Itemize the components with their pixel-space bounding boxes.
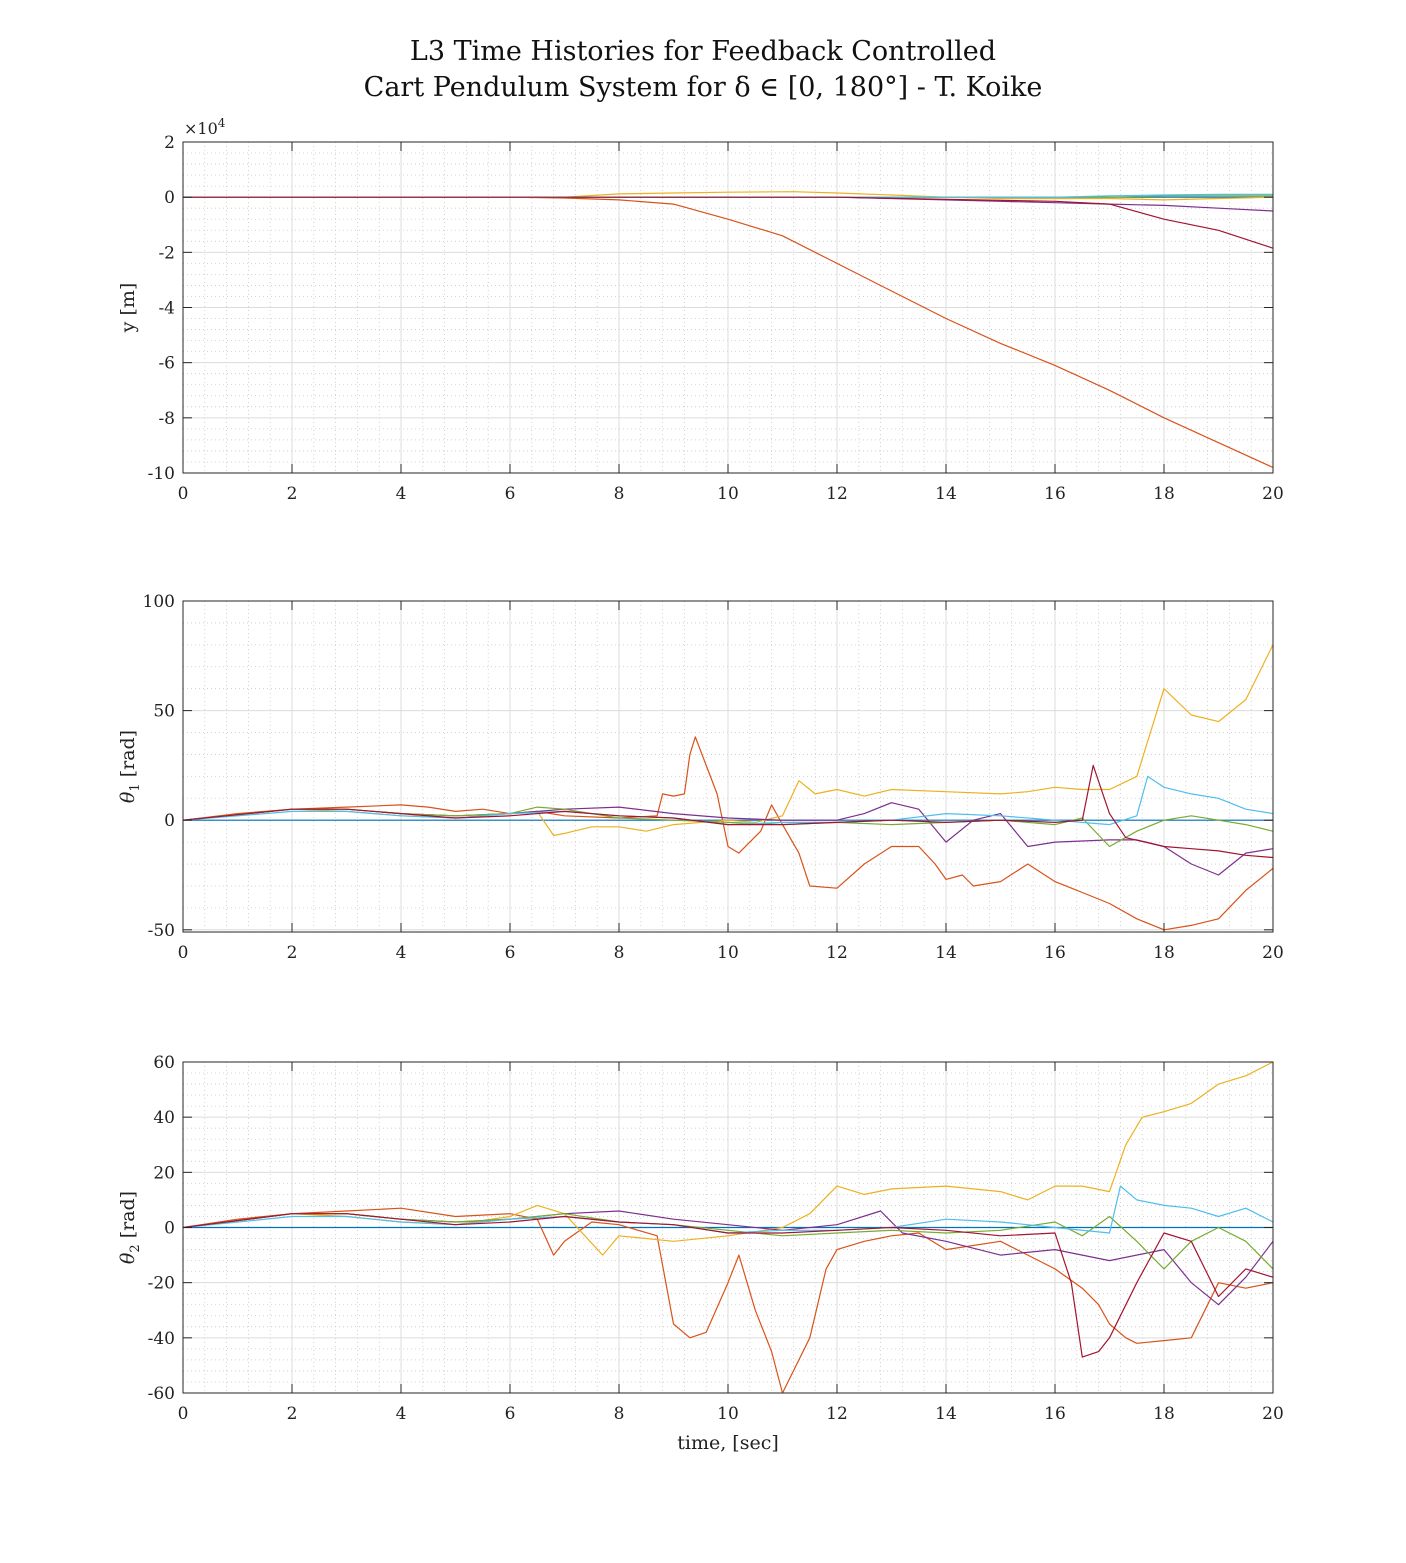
y-tick-label: 0 xyxy=(164,1219,175,1239)
x-axis-label: time, [sec] xyxy=(677,1432,779,1454)
x-tick-label: 6 xyxy=(505,1404,516,1424)
x-tick-label: 20 xyxy=(1262,484,1284,504)
series-group xyxy=(183,191,1273,469)
y-tick-label: -6 xyxy=(158,354,175,374)
y-axis-label: θ1 [rad] xyxy=(117,730,143,803)
x-tick-label: 20 xyxy=(1262,943,1284,963)
x-tick-label: 6 xyxy=(505,943,516,963)
x-tick-label: 18 xyxy=(1153,1404,1175,1424)
y-tick-label: 20 xyxy=(153,1163,175,1183)
x-tick-label: 8 xyxy=(614,484,625,504)
x-tick-label: 20 xyxy=(1262,1404,1284,1424)
x-tick-label: 10 xyxy=(717,1404,739,1424)
x-tick-label: 14 xyxy=(935,943,957,963)
y-tick-label: -2 xyxy=(158,243,175,263)
x-tick-label: 4 xyxy=(396,484,407,504)
y-tick-label: 60 xyxy=(153,1053,175,1073)
x-tick-label: 2 xyxy=(287,943,298,963)
y-tick-label: 50 xyxy=(153,702,175,722)
x-tick-label: 2 xyxy=(287,484,298,504)
y-tick-label: -4 xyxy=(158,299,175,319)
x-tick-label: 8 xyxy=(614,943,625,963)
series-line-2 xyxy=(183,196,1273,469)
series-group xyxy=(183,1062,1273,1393)
x-tick-label: 10 xyxy=(717,484,739,504)
x-tick-label: 12 xyxy=(826,1404,848,1424)
series-line-3 xyxy=(183,191,1273,201)
series-line-5 xyxy=(183,1213,1273,1270)
series-line-7 xyxy=(183,196,1273,249)
x-tick-label: 14 xyxy=(935,1404,957,1424)
chart-title-line-2: Cart Pendulum System for δ ∈ [0, 180°] -… xyxy=(364,72,1043,103)
series-line-2 xyxy=(183,736,1273,931)
chart-title-line-1: L3 Time Histories for Feedback Controlle… xyxy=(410,36,996,67)
x-tick-label: 12 xyxy=(826,484,848,504)
x-tick-label: 18 xyxy=(1153,943,1175,963)
series-line-7 xyxy=(183,764,1273,859)
y-tick-label: 0 xyxy=(164,811,175,831)
series-line-3 xyxy=(183,1062,1273,1256)
x-tick-label: 8 xyxy=(614,1404,625,1424)
y-tick-label: -40 xyxy=(148,1329,175,1349)
x-tick-label: 14 xyxy=(935,484,957,504)
x-tick-label: 0 xyxy=(178,484,189,504)
x-tick-label: 4 xyxy=(396,943,407,963)
x-tick-label: 16 xyxy=(1044,1404,1066,1424)
x-tick-label: 18 xyxy=(1153,484,1175,504)
series-line-7 xyxy=(183,1213,1273,1358)
x-tick-label: 0 xyxy=(178,943,189,963)
y-tick-label: -60 xyxy=(148,1384,175,1404)
y-axis-label: θ2 [rad] xyxy=(117,1191,143,1264)
y-tick-label: -10 xyxy=(148,464,175,484)
x-tick-label: 4 xyxy=(396,1404,407,1424)
y-tick-label: 40 xyxy=(153,1108,175,1128)
subplot-theta2: 0 2 4 6 8 10 12 14 16 18 20 60 40 20 0 -20 -40 -60 θ2 [rad… xyxy=(117,1053,1284,1454)
x-tick-label: 2 xyxy=(287,1404,298,1424)
series-line-6 xyxy=(183,193,1273,198)
x-tick-label: 16 xyxy=(1044,484,1066,504)
y-tick-label: -8 xyxy=(158,409,175,429)
x-tick-label: 12 xyxy=(826,943,848,963)
y-tick-label: -20 xyxy=(148,1274,175,1294)
y-exponent-label: ×104 xyxy=(184,116,226,138)
series-group xyxy=(183,644,1273,931)
y-tick-label: 0 xyxy=(164,188,175,208)
y-axis-label: y [m] xyxy=(117,283,139,334)
y-tick-label: 100 xyxy=(143,592,175,612)
y-tick-label: 2 xyxy=(164,133,175,153)
major-grid xyxy=(182,600,1274,932)
x-tick-label: 16 xyxy=(1044,943,1066,963)
y-tick-label: -50 xyxy=(148,921,175,941)
x-tick-label: 0 xyxy=(178,1404,189,1424)
x-tick-label: 10 xyxy=(717,943,739,963)
x-tick-label: 6 xyxy=(505,484,516,504)
